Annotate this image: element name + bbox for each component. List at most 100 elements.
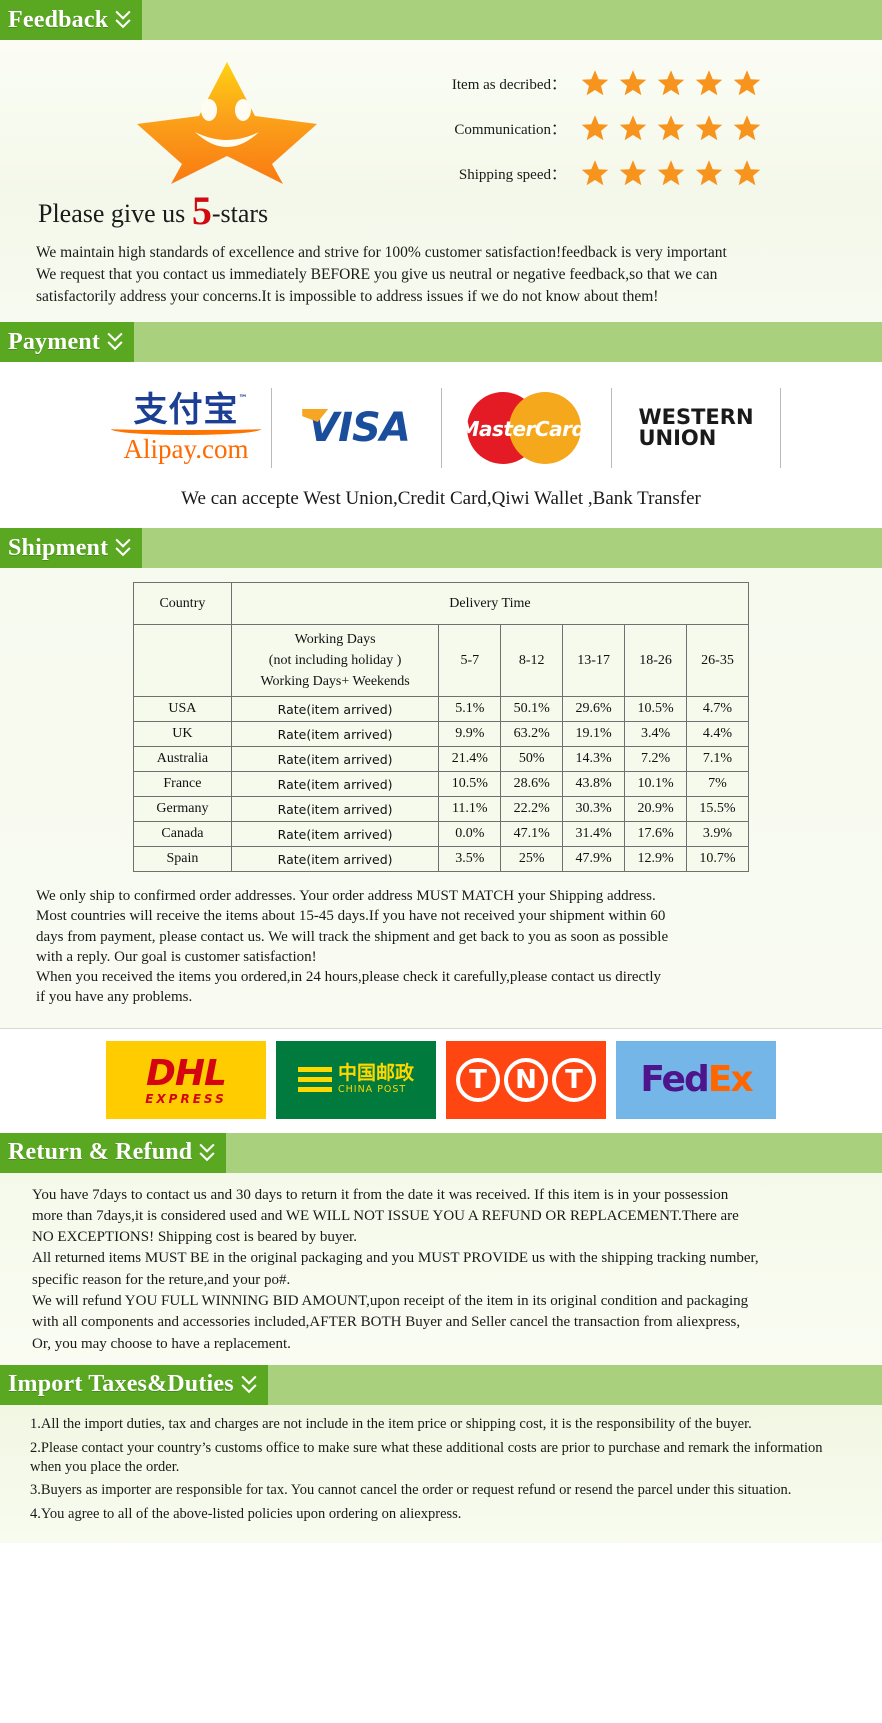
payment-logo-row: 支付宝 ™ Alipay.com VISA MasterCard. bbox=[0, 380, 882, 482]
western-union-logo: WESTERN UNION bbox=[611, 382, 781, 474]
row-value: 5.1% bbox=[438, 696, 502, 722]
row-value: 47.1% bbox=[500, 821, 564, 847]
headline-number: 5 bbox=[191, 188, 212, 233]
row-value: 11.1% bbox=[438, 796, 502, 822]
smiley-star-icon bbox=[24, 46, 430, 193]
chevron-double-down-icon bbox=[198, 1141, 216, 1165]
return-line: You have 7days to contact us and 30 days… bbox=[32, 1186, 729, 1203]
section-header-payment: Payment bbox=[0, 322, 882, 362]
section-title-import-taxes: Import Taxes&Duties bbox=[8, 1371, 234, 1398]
section-title-shipment: Shipment bbox=[8, 534, 109, 561]
rating-label: Item as decribed： bbox=[451, 76, 566, 93]
row-rate-label: Rate(item arrived) bbox=[230, 821, 440, 847]
shipment-line: When you received the items you ordered,… bbox=[36, 969, 662, 985]
rating-row-shipping-speed: Shipping speed： bbox=[430, 158, 882, 188]
mastercard-yellow-circle-icon bbox=[509, 392, 581, 464]
china-post-en-text: CHINA POST bbox=[337, 1083, 407, 1095]
dhl-wordmark: DHL bbox=[146, 1053, 227, 1094]
section-header-import-taxes: Import Taxes&Duties bbox=[0, 1364, 882, 1405]
feedback-headline: Please give us 5-stars bbox=[24, 187, 430, 234]
row-value: 63.2% bbox=[500, 721, 564, 747]
row-value: 7.2% bbox=[624, 746, 688, 772]
section-tab-return-refund: Return & Refund bbox=[0, 1132, 227, 1173]
range-header-8-12: 8-12 bbox=[500, 624, 564, 697]
section-title-feedback: Feedback bbox=[8, 6, 109, 33]
visa-wordmark: VISA bbox=[302, 405, 411, 451]
rating-row-communication: Communication： bbox=[430, 113, 882, 143]
row-value: 15.5% bbox=[686, 796, 749, 822]
row-country: Canada bbox=[133, 821, 232, 847]
row-rate-label: Rate(item arrived) bbox=[230, 721, 440, 747]
import-taxes-list: 1.All the import duties, tax and charges… bbox=[0, 1415, 882, 1524]
table-subheader-row: Working Days (not including holiday ) Wo… bbox=[133, 624, 749, 697]
section-tab-payment: Payment bbox=[0, 322, 135, 362]
row-country: France bbox=[133, 771, 232, 797]
courier-logo-row: DHL EXPRESS 中国邮政 CHINA POST T N T Fed Ex bbox=[0, 1027, 882, 1133]
section-tab-shipment: Shipment bbox=[0, 528, 143, 568]
row-rate-label: Rate(item arrived) bbox=[230, 746, 440, 772]
china-post-emblem-icon bbox=[297, 1062, 332, 1097]
star-icon bbox=[733, 70, 761, 96]
return-line: specific reason for the reture,and your … bbox=[32, 1271, 291, 1288]
star-icon bbox=[733, 160, 761, 186]
row-value: 7% bbox=[686, 771, 749, 797]
row-value: 10.1% bbox=[624, 771, 688, 797]
row-country: Australia bbox=[133, 746, 232, 772]
feedback-line: We maintain high standards of excellence… bbox=[36, 244, 727, 261]
range-header-13-17: 13-17 bbox=[562, 624, 626, 697]
row-country: Germany bbox=[133, 796, 232, 822]
row-value: 4.4% bbox=[686, 721, 749, 747]
shipment-line: Most countries will receive the items ab… bbox=[36, 908, 666, 925]
star-icon bbox=[619, 160, 647, 186]
table-header-row: Country Delivery Time bbox=[133, 582, 750, 625]
star-icon bbox=[657, 70, 685, 96]
alipay-logo: 支付宝 ™ Alipay.com bbox=[101, 382, 271, 474]
section-tab-import-taxes: Import Taxes&Duties bbox=[0, 1364, 268, 1405]
table-row: Spain Rate(item arrived) 3.5% 25% 47.9% … bbox=[133, 846, 749, 872]
import-item: 3.Buyers as importer are responsible for… bbox=[30, 1482, 792, 1499]
row-value: 0.0% bbox=[438, 821, 502, 847]
row-rate-label: Rate(item arrived) bbox=[230, 696, 440, 722]
row-value: 28.6% bbox=[500, 771, 564, 797]
headline-post: -stars bbox=[211, 199, 269, 228]
tnt-letter: T bbox=[456, 1057, 500, 1102]
dhl-express-text: EXPRESS bbox=[145, 1092, 227, 1106]
star-rating-group bbox=[580, 158, 762, 188]
table-row: USA Rate(item arrived) 5.1% 50.1% 29.6% … bbox=[133, 696, 749, 722]
row-value: 10.5% bbox=[438, 771, 502, 797]
fedex-logo: Fed Ex bbox=[616, 1040, 776, 1119]
tnt-letter: N bbox=[504, 1057, 548, 1102]
chevron-double-down-icon bbox=[106, 330, 124, 354]
table-row: UK Rate(item arrived) 9.9% 63.2% 19.1% 3… bbox=[133, 721, 749, 747]
row-value: 50% bbox=[500, 746, 564, 772]
row-country: Spain bbox=[133, 846, 232, 872]
row-value: 14.3% bbox=[562, 746, 626, 772]
row-value: 10.5% bbox=[624, 696, 688, 722]
row-value: 3.5% bbox=[438, 846, 502, 872]
shipment-line: with a reply. Our goal is customer satis… bbox=[36, 948, 317, 965]
section-header-feedback: Feedback bbox=[0, 0, 882, 40]
return-refund-body: You have 7days to contact us and 30 days… bbox=[0, 1172, 882, 1365]
feedback-body: Please give us 5-stars Item as decribed：… bbox=[0, 40, 882, 322]
chevron-double-down-icon bbox=[114, 536, 132, 560]
table-row: Australia Rate(item arrived) 21.4% 50% 1… bbox=[133, 746, 749, 772]
visa-text: VISA bbox=[308, 405, 411, 451]
section-title-payment: Payment bbox=[8, 328, 101, 355]
working-days-cell: Working Days (not including holiday ) Wo… bbox=[230, 624, 440, 697]
alipay-wordmark: Alipay.com bbox=[123, 434, 249, 464]
rating-row-item-as-described: Item as decribed： bbox=[430, 68, 882, 98]
rating-list: Item as decribed： Communication： bbox=[430, 46, 882, 203]
star-icon bbox=[695, 115, 723, 141]
star-icon bbox=[619, 70, 647, 96]
table-row: France Rate(item arrived) 10.5% 28.6% 43… bbox=[133, 771, 749, 797]
row-rate-label: Rate(item arrived) bbox=[230, 796, 440, 822]
row-value: 47.9% bbox=[562, 846, 626, 872]
row-value: 43.8% bbox=[562, 771, 626, 797]
return-line: with all components and accessories incl… bbox=[32, 1314, 741, 1331]
feedback-headline-block: Please give us 5-stars bbox=[0, 46, 430, 234]
china-post-logo: 中国邮政 CHINA POST bbox=[276, 1040, 436, 1119]
row-country: UK bbox=[133, 721, 232, 747]
delivery-time-table: Country Delivery Time Working Days (not … bbox=[133, 582, 750, 872]
working-days-line: (not including holiday ) bbox=[268, 653, 402, 668]
import-item: 1.All the import duties, tax and charges… bbox=[30, 1415, 752, 1432]
